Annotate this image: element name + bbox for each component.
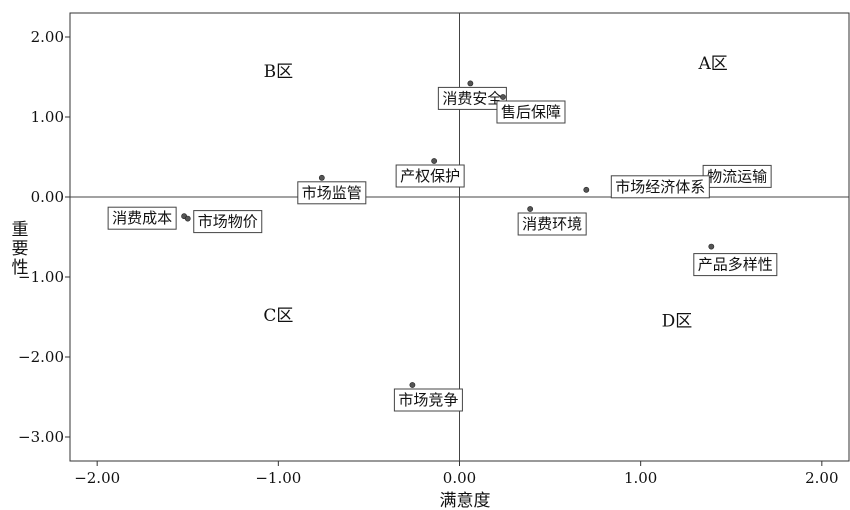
data-point-10 (409, 382, 416, 388)
x-tick-label: 0.00 (443, 469, 476, 487)
quadrant-label-2: C区 (263, 306, 293, 326)
point-label-6: 消费环境 (517, 212, 587, 236)
point-label-text: 市场竞争 (398, 391, 458, 409)
x-tick-label: 2.00 (805, 469, 838, 487)
x-tick-label: −2.00 (74, 469, 120, 487)
point-label-3: 市场监管 (297, 181, 367, 205)
point-label-text: 市场物价 (198, 213, 258, 231)
point-label-text: 市场经济体系 (615, 178, 705, 196)
point-label-text: 产权保护 (400, 167, 460, 185)
point-label-box (297, 181, 367, 205)
point-label-4: 物流运输 (702, 164, 772, 188)
point-label-box (517, 212, 587, 236)
data-point-3 (318, 174, 325, 181)
quadrant-label-1: B区 (264, 62, 294, 82)
point-label-text: 售后保障 (501, 103, 561, 121)
y-tick-label: 0.00 (31, 188, 64, 206)
point-label-box (693, 253, 778, 277)
y-tick-label: −2.00 (18, 348, 64, 366)
x-tick-label: −1.00 (255, 469, 301, 487)
point-label-text: 物流运输 (707, 167, 767, 185)
data-point-5 (583, 186, 590, 193)
data-point-8 (184, 215, 191, 222)
point-label-text: 消费环境 (522, 215, 582, 233)
point-label-text: 市场监管 (302, 184, 362, 202)
point-label-2: 产权保护 (395, 164, 465, 188)
point-label-box (496, 100, 566, 124)
point-label-box (107, 206, 177, 230)
point-label-box (193, 210, 263, 234)
data-point-6 (527, 206, 534, 212)
x-tick-label: 1.00 (624, 469, 657, 487)
point-label-box (437, 86, 507, 110)
point-label-text: 消费安全 (442, 89, 502, 107)
point-label-text: 产品多样性 (698, 256, 773, 274)
point-label-box (610, 175, 710, 199)
data-point-1 (500, 94, 506, 100)
point-label-9: 产品多样性 (693, 253, 778, 277)
y-tick-label: −1.00 (18, 268, 64, 286)
y-tick-label: 1.00 (31, 108, 64, 126)
point-label-5: 市场经济体系 (610, 175, 710, 199)
y-tick-label: −3.00 (18, 428, 64, 446)
data-point-0 (467, 80, 474, 87)
point-label-0: 消费安全 (437, 86, 507, 110)
x-axis-title: 满意度 (440, 491, 491, 510)
data-point-9 (708, 243, 715, 250)
point-label-box (395, 164, 465, 188)
data-point-2 (431, 158, 438, 164)
y-tick-label: 2.00 (31, 28, 64, 46)
point-label-1: 售后保障 (496, 100, 566, 124)
y-axis-title: 重要性 (12, 220, 29, 278)
quadrant-label-3: D区 (662, 312, 693, 332)
point-label-box (393, 388, 463, 412)
point-label-text: 消费成本 (112, 209, 172, 227)
point-label-10: 市场竞争 (393, 388, 463, 412)
point-label-7: 消费成本 (107, 206, 177, 230)
quadrant-label-0: A区 (697, 54, 727, 74)
point-label-8: 市场物价 (193, 210, 263, 234)
